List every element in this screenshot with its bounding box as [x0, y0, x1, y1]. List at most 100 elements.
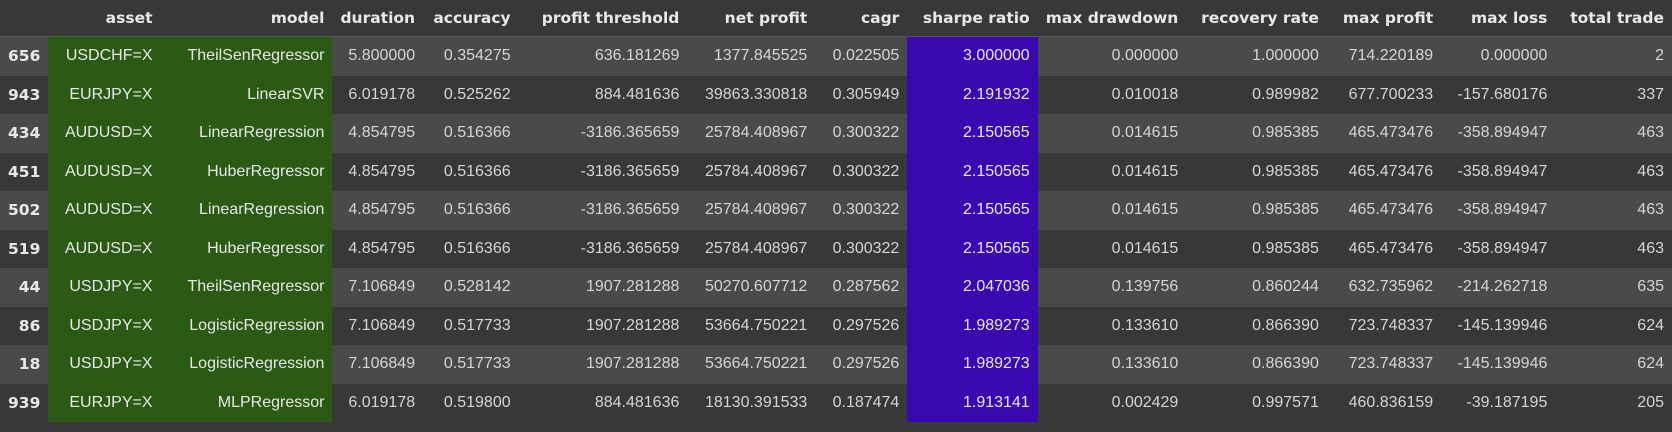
cell-profit-threshold: -3186.365659: [518, 113, 688, 153]
cell-max-profit: 723.748337: [1326, 344, 1442, 384]
cell-sharpe-ratio: 2.150565: [907, 113, 1038, 153]
cell-model: LogisticRegression: [160, 306, 333, 345]
cell-total-trade: 463: [1555, 190, 1672, 230]
cell-max-loss: -39.187195: [1441, 383, 1556, 422]
cell-accuracy: 0.519800: [423, 383, 519, 422]
cell-max-loss: -157.680176: [1441, 75, 1556, 114]
cell-recovery-rate: 0.985385: [1186, 190, 1327, 230]
cell-max-loss: -358.894947: [1441, 229, 1556, 268]
cell-max-drawdown: 0.133610: [1037, 344, 1187, 384]
cell-max-drawdown: 0.000000: [1037, 36, 1187, 76]
cell-max-drawdown: 0.139756: [1037, 267, 1187, 307]
column-header-max-drawdown: max drawdown: [1037, 0, 1187, 37]
table-row: 656 USDCHF=X TheilSenRegressor 5.800000 0.35…: [0, 36, 1672, 76]
cell-asset: USDJPY=X: [48, 267, 161, 307]
cell-asset: AUDUSD=X: [48, 152, 161, 191]
cell-accuracy: 0.517733: [423, 344, 519, 384]
cell-profit-threshold: 1907.281288: [518, 267, 688, 307]
cell-asset: AUDUSD=X: [48, 229, 161, 268]
table-row: 939 EURJPY=X MLPRegressor 6.019178 0.519800 8…: [0, 383, 1672, 422]
cell-accuracy: 0.516366: [423, 113, 519, 153]
cell-duration: 4.854795: [332, 152, 424, 191]
row-index: 656: [0, 36, 49, 76]
cell-net-profit: 50270.607712: [687, 267, 816, 307]
cell-net-profit: 53664.750221: [687, 344, 816, 384]
cell-sharpe-ratio: 1.913141: [907, 383, 1038, 422]
cell-duration: 6.019178: [332, 75, 424, 114]
cell-model: LinearRegression: [160, 190, 333, 230]
cell-model: HuberRegressor: [160, 152, 333, 191]
cell-accuracy: 0.525262: [423, 75, 519, 114]
cell-sharpe-ratio: 1.989273: [907, 306, 1038, 345]
cell-profit-threshold: 1907.281288: [518, 344, 688, 384]
cell-model: LogisticRegression: [160, 344, 333, 384]
cell-profit-threshold: -3186.365659: [518, 190, 688, 230]
cell-max-profit: 632.735962: [1326, 267, 1442, 307]
column-header-profit-threshold: profit threshold: [518, 0, 688, 37]
cell-asset: AUDUSD=X: [48, 190, 161, 230]
cell-sharpe-ratio: 2.150565: [907, 190, 1038, 230]
cell-net-profit: 25784.408967: [687, 152, 816, 191]
cell-total-trade: 2: [1555, 36, 1672, 76]
cell-duration: 7.106849: [332, 306, 424, 345]
column-header-accuracy: accuracy: [423, 0, 519, 37]
cell-model: MLPRegressor: [160, 383, 333, 422]
row-index: 943: [0, 75, 49, 114]
cell-recovery-rate: 0.985385: [1186, 229, 1327, 268]
cell-duration: 7.106849: [332, 267, 424, 307]
cell-max-profit: 723.748337: [1326, 306, 1442, 345]
cell-max-profit: 677.700233: [1326, 75, 1442, 114]
cell-duration: 4.854795: [332, 113, 424, 153]
row-index: 434: [0, 113, 49, 153]
cell-model: LinearSVR: [160, 75, 333, 114]
cell-cagr: 0.300322: [815, 190, 908, 230]
cell-recovery-rate: 0.985385: [1186, 152, 1327, 191]
cell-asset: USDJPY=X: [48, 306, 161, 345]
row-index: 451: [0, 152, 49, 191]
cell-sharpe-ratio: 3.000000: [907, 36, 1038, 76]
cell-cagr: 0.187474: [815, 383, 908, 422]
table-row: 86 USDJPY=X LogisticRegression 7.106849 0.51…: [0, 306, 1672, 345]
column-header-sharpe-ratio: sharpe ratio: [907, 0, 1038, 37]
cell-model: LinearRegression: [160, 113, 333, 153]
results-dataframe: asset model duration accuracy profit thr…: [0, 0, 1672, 422]
cell-profit-threshold: 636.181269: [518, 36, 688, 76]
cell-max-loss: -358.894947: [1441, 113, 1556, 153]
cell-cagr: 0.300322: [815, 152, 908, 191]
table-header: asset model duration accuracy profit thr…: [0, 0, 1672, 37]
cell-net-profit: 25784.408967: [687, 113, 816, 153]
cell-max-loss: -358.894947: [1441, 190, 1556, 230]
cell-max-drawdown: 0.002429: [1037, 383, 1187, 422]
cell-model: HuberRegressor: [160, 229, 333, 268]
cell-max-drawdown: 0.014615: [1037, 152, 1187, 191]
cell-accuracy: 0.528142: [423, 267, 519, 307]
cell-asset: AUDUSD=X: [48, 113, 161, 153]
cell-recovery-rate: 0.866390: [1186, 306, 1327, 345]
table-row: 44 USDJPY=X TheilSenRegressor 7.106849 0.528…: [0, 267, 1672, 307]
cell-sharpe-ratio: 1.989273: [907, 344, 1038, 384]
cell-cagr: 0.022505: [815, 36, 908, 76]
cell-total-trade: 463: [1555, 152, 1672, 191]
cell-net-profit: 53664.750221: [687, 306, 816, 345]
cell-cagr: 0.300322: [815, 113, 908, 153]
cell-max-loss: -358.894947: [1441, 152, 1556, 191]
cell-accuracy: 0.517733: [423, 306, 519, 345]
cell-recovery-rate: 0.866390: [1186, 344, 1327, 384]
cell-accuracy: 0.516366: [423, 190, 519, 230]
column-header-duration: duration: [332, 0, 424, 37]
column-header-net-profit: net profit: [687, 0, 816, 37]
cell-max-loss: -214.262718: [1441, 267, 1556, 307]
table-row: 943 EURJPY=X LinearSVR 6.019178 0.525262 884.…: [0, 75, 1672, 114]
cell-recovery-rate: 0.985385: [1186, 113, 1327, 153]
cell-max-drawdown: 0.014615: [1037, 229, 1187, 268]
cell-max-profit: 714.220189: [1326, 36, 1442, 76]
cell-accuracy: 0.354275: [423, 36, 519, 76]
cell-duration: 5.800000: [332, 36, 424, 76]
cell-profit-threshold: 884.481636: [518, 383, 688, 422]
cell-net-profit: 18130.391533: [687, 383, 816, 422]
cell-max-profit: 460.836159: [1326, 383, 1442, 422]
cell-max-drawdown: 0.133610: [1037, 306, 1187, 345]
cell-max-profit: 465.473476: [1326, 229, 1442, 268]
cell-recovery-rate: 0.989982: [1186, 75, 1327, 114]
cell-duration: 4.854795: [332, 229, 424, 268]
